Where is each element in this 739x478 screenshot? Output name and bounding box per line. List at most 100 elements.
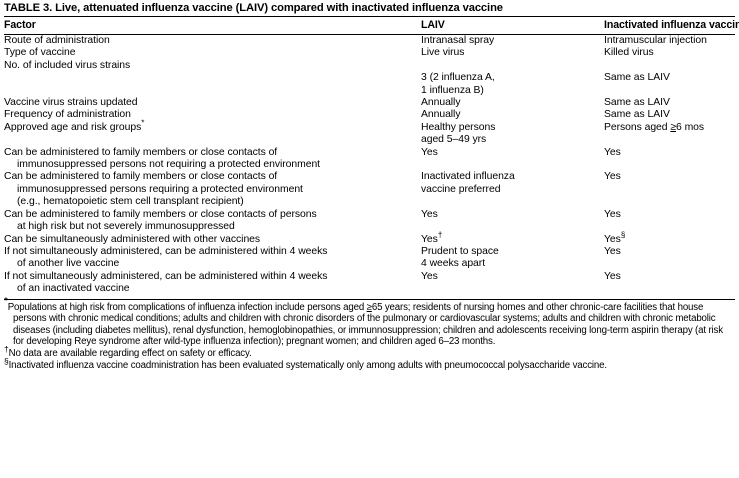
table-row-strains-label: No. of included virus strains [4, 60, 735, 72]
laiv-line-2: vaccine preferred [421, 183, 501, 195]
cell-inactivated: Yes [604, 171, 735, 208]
table-row: Can be administered to family members or… [4, 147, 735, 172]
laiv-line-2: 1 influenza B) [421, 84, 484, 96]
footnote-dagger-text: No data are available regarding effect o… [8, 347, 252, 359]
cell-factor: Route of administration [4, 35, 421, 47]
inactivated-line-1: Same as LAIV [604, 109, 670, 121]
laiv-line-1: Inactivated influenza [421, 171, 515, 183]
inactivated-line-1: Same as LAIV [604, 97, 670, 109]
factor-line-1: Can be administered to family members or… [4, 208, 317, 220]
cell-laiv: Prudent to space 4 weeks apart [421, 246, 604, 271]
inactivated-line-1: Yes [604, 171, 621, 183]
cell-laiv: Yes† [421, 231, 604, 246]
footnote-marker-section: § [4, 355, 9, 366]
cell-laiv: Yes [421, 271, 604, 296]
laiv-line-1: Live virus [421, 47, 465, 59]
factor-line-1: Approved age and risk groups* [4, 119, 421, 134]
inactivated-line-1: Same as LAIV [604, 72, 670, 84]
footnote-section-text: Inactivated influenza vaccine coadminist… [8, 359, 607, 371]
laiv-text: Yes [421, 233, 438, 245]
factor-line-1: Can be administered to family members or… [4, 171, 278, 183]
cell-factor: Vaccine virus strains updated [4, 97, 421, 109]
laiv-line-2: aged 5–49 yrs [421, 134, 487, 146]
cell-inactivated-empty [604, 60, 735, 72]
table-row: If not simultaneously administered, can … [4, 246, 735, 271]
factor-line-1: If not simultaneously administered, can … [4, 270, 328, 282]
factor-text: Approved age and risk groups [4, 121, 142, 133]
rule-below-table [4, 298, 735, 300]
inactivated-line-1: Yes [604, 245, 621, 257]
laiv-line-1: Annually [421, 109, 461, 121]
greater-equal-symbol: ≥ [366, 301, 372, 313]
column-header-inactivated: Inactivated influenza vaccine [604, 19, 739, 31]
footnote-marker-star: * [4, 295, 8, 307]
inactivated-line-1: Yes§ [604, 231, 735, 246]
laiv-line-1: Prudent to space [421, 245, 499, 257]
cell-factor: Can be administered to family members or… [4, 147, 421, 172]
inactivated-line-1: Yes [604, 146, 621, 158]
factor-line-1: If not simultaneously administered, can … [4, 245, 328, 257]
footnote-star-text-a: Populations at high risk from complicati… [7, 301, 367, 313]
comparison-table-body: Route of administration Intranasal spray… [4, 35, 735, 296]
laiv-line-1: Annually [421, 97, 461, 109]
cell-factor-empty [4, 72, 421, 97]
footnotes-block: *Populations at high risk from complicat… [4, 296, 735, 372]
cell-inactivated: Same as LAIV [604, 109, 735, 121]
footnote-section: §Inactivated influenza vaccine coadminis… [4, 356, 735, 372]
cell-factor: Approved age and risk groups* [4, 119, 421, 147]
footnote-marker-dagger: † [437, 230, 443, 240]
table-row: Frequency of administration Annually Sam… [4, 109, 735, 121]
inactivated-text-pre: Persons aged [604, 121, 671, 133]
factor-line-1: Can be simultaneously administered with … [4, 233, 261, 245]
factor-line-1: Frequency of administration [4, 109, 131, 121]
greater-equal-symbol: ≥ [670, 121, 677, 133]
cell-laiv: Annually [421, 97, 604, 109]
laiv-line-1: Intranasal spray [421, 35, 495, 46]
cell-laiv: Healthy persons aged 5–49 yrs [421, 122, 604, 147]
factor-line-1: Can be administered to family members or… [4, 146, 278, 158]
footnote-star: *Populations at high risk from complicat… [4, 296, 735, 348]
cell-factor: Type of vaccine [4, 47, 421, 59]
inactivated-line-1: Yes [604, 270, 621, 282]
cell-inactivated: Yes [604, 209, 735, 234]
factor-line-2: immunosuppressed persons requiring a pro… [17, 183, 303, 195]
table-row: Can be administered to family members or… [4, 209, 735, 234]
cell-inactivated: Killed virus [604, 47, 735, 59]
inactivated-line-1: Killed virus [604, 47, 654, 59]
laiv-line-1: Yes [421, 146, 438, 158]
table-row: Approved age and risk groups* Healthy pe… [4, 119, 735, 147]
cell-inactivated: Same as LAIV [604, 72, 735, 97]
table-row: If not simultaneously administered, can … [4, 271, 735, 296]
inactivated-line-1: Yes [604, 208, 621, 220]
footnote-marker-dagger: † [4, 343, 9, 354]
cell-factor: Can be administered to family members or… [4, 209, 421, 234]
column-header-laiv: LAIV [421, 19, 445, 31]
cell-inactivated: Yes [604, 147, 735, 172]
cell-factor: If not simultaneously administered, can … [4, 246, 421, 271]
factor-line-2: immunosuppressed persons not requiring a… [17, 159, 321, 171]
cell-factor: Can be administered to family members or… [4, 171, 421, 208]
table-row: Can be administered to family members or… [4, 171, 735, 208]
cell-inactivated: Persons aged ≥6 mos [604, 122, 735, 147]
cell-inactivated: Yes§ [604, 231, 735, 246]
table-container: TABLE 3. Live, attenuated influenza vacc… [4, 2, 739, 372]
factor-line-2: at high risk but not severely immunosupp… [17, 221, 235, 233]
cell-factor: Can be simultaneously administered with … [4, 234, 421, 246]
laiv-line-1: Yes† [421, 231, 604, 246]
table-row: Type of vaccine Live virus Killed virus [4, 47, 735, 59]
comparison-table: Factor LAIV Inactivated influenza vaccin… [4, 17, 739, 34]
rule-below-header [4, 34, 735, 35]
cell-factor: If not simultaneously administered, can … [4, 271, 421, 296]
inactivated-line-1: Persons aged ≥6 mos [604, 122, 735, 134]
laiv-line-2: 4 weeks apart [421, 258, 486, 270]
cell-laiv: Annually [421, 109, 604, 121]
cell-laiv: 3 (2 influenza A, 1 influenza B) [421, 72, 604, 97]
laiv-line-1: Yes [421, 270, 438, 282]
table-title: TABLE 3. Live, attenuated influenza vacc… [4, 2, 503, 14]
rule-below-title [4, 16, 735, 17]
cell-inactivated: Same as LAIV [604, 97, 735, 109]
header-row: Factor LAIV Inactivated influenza vaccin… [4, 17, 739, 34]
inactivated-text-post: 6 mos [676, 121, 705, 133]
inactivated-line-1: Intramuscular injection [604, 35, 707, 46]
factor-line-3: (e.g., hematopoietic stem cell transplan… [17, 196, 244, 208]
